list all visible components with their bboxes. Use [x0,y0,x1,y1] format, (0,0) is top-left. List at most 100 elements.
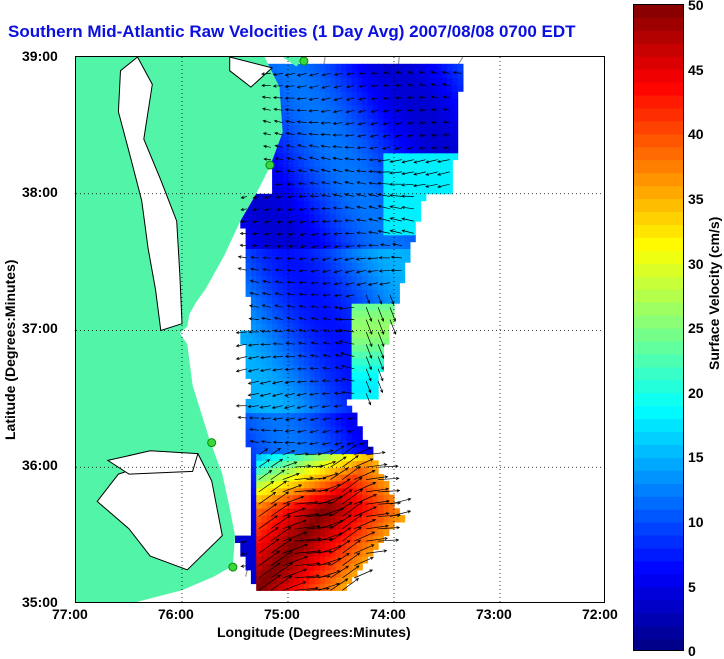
velocity-cell [356,111,363,120]
velocity-cell [314,467,321,475]
velocity-cell [383,91,390,99]
velocity-cell [325,255,331,263]
velocity-cell [250,275,257,284]
velocity-cell [298,200,305,208]
velocity-vector [368,230,379,234]
velocity-cell [266,501,273,509]
velocity-cell [325,227,331,236]
velocity-cell [261,508,268,516]
velocity-vector [377,344,385,359]
velocity-vector [282,568,308,579]
velocity-vector [274,268,283,272]
velocity-vector [321,442,331,446]
velocity-cell [293,98,300,106]
velocity-cell [245,289,252,297]
velocity-cell [372,385,379,393]
velocity-cell [245,433,252,441]
velocity-cell [399,255,406,263]
velocity-cell [404,248,411,256]
velocity-cell [351,515,358,523]
velocity-cell [293,91,300,99]
velocity-cell [362,364,369,373]
velocity-cell [303,330,310,338]
velocity-vector [377,229,391,234]
velocity-cell [346,316,353,325]
velocity-cell [341,563,347,571]
velocity-cell [372,474,379,482]
velocity-vector [296,97,307,101]
velocity-cell [388,303,395,311]
velocity-cell [293,200,300,208]
velocity-cell [245,357,252,366]
velocity-cell [314,419,321,427]
velocity-cell [298,173,305,181]
velocity-cell [330,583,337,591]
velocity-cell [356,535,363,543]
velocity-cell [314,426,321,434]
velocity-vector [321,269,331,274]
velocity-cell [266,310,273,318]
velocity-cell [282,234,289,243]
velocity-cell [261,576,268,585]
velocity-vector [354,470,376,480]
velocity-cell [457,77,464,85]
velocity-vector [330,478,351,493]
velocity-cell [341,214,347,222]
velocity-cell [288,275,294,284]
velocity-cell [346,70,353,79]
velocity-cell [319,275,326,284]
velocity-cell [341,186,347,195]
velocity-vector [369,146,379,150]
velocity-cell [309,453,316,461]
velocity-vector [275,169,283,174]
velocity-cell [314,446,321,455]
velocity-cell [404,207,411,215]
velocity-cell [261,296,268,304]
velocity-cell [298,84,305,92]
velocity-cell [298,439,305,448]
velocity-cell [330,186,337,195]
velocity-cell [399,275,406,284]
velocity-cell [245,282,252,290]
velocity-cell [303,132,310,140]
velocity-cell [293,159,300,167]
velocity-cell [335,487,342,496]
velocity-vector [354,519,377,530]
velocity-cell [409,186,416,195]
velocity-cell [303,193,310,202]
velocity-cell [272,282,278,290]
velocity-cell [425,145,432,154]
velocity-vector [389,510,412,517]
velocity-cell [288,214,294,222]
velocity-cell [250,303,257,311]
velocity-cell [425,91,432,99]
velocity-vector [322,281,331,286]
velocity-cell [351,426,358,434]
x-tick-label: 74:00 [370,606,406,622]
velocity-cell [420,180,427,188]
velocity-vector [321,193,331,198]
velocity-cell [272,207,278,215]
velocity-cell [314,323,321,332]
velocity-cell [330,330,337,338]
velocity-cell [378,330,384,338]
velocity-cell [436,125,443,133]
colorbar-band [634,276,683,291]
velocity-vector [310,304,319,309]
colorbar-tick-label: 50 [688,0,704,13]
velocity-cell [420,159,427,167]
velocity-cell [367,501,374,509]
velocity-cell [362,207,369,215]
velocity-vector [274,144,283,148]
velocity-cell [351,180,358,188]
velocity-cell [288,316,294,325]
velocity-cell [388,98,395,106]
velocity-cell [309,125,316,133]
velocity-cell [341,180,347,188]
velocity-cell [351,186,358,195]
velocity-cell [330,70,337,79]
velocity-cell [298,453,305,461]
velocity-cell [319,221,326,229]
velocity-cell [261,528,268,537]
velocity-cell [303,152,310,161]
